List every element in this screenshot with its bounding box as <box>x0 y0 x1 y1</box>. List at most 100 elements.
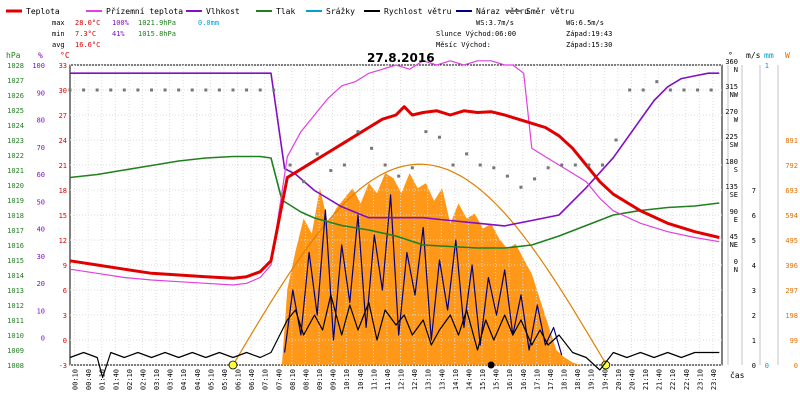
tick-dir-deg: 45 <box>730 233 738 241</box>
wind-dir-point <box>641 88 645 92</box>
info-sun-set: Západ:19:43 <box>566 30 612 38</box>
tick-time: 03:10 <box>153 369 161 390</box>
tick-degc: -3 <box>59 362 67 370</box>
info-wg: WG:6.5m/s <box>566 19 604 27</box>
wind-dir-point <box>397 174 401 178</box>
legend-label-prizemni: Přízemní teplota <box>106 7 183 16</box>
tick-time: 22:10 <box>669 369 677 390</box>
sunrise-marker <box>228 360 238 370</box>
tick-time: 15:10 <box>479 369 487 390</box>
tick-hpa: 1026 <box>7 92 24 100</box>
tick-w: 297 <box>785 287 798 295</box>
sun-arc-line <box>232 163 606 366</box>
series-rychlost-vetru <box>69 294 720 379</box>
wind-dir-point <box>424 130 428 134</box>
stats-max-temp: 28.0°C <box>75 19 100 27</box>
tick-time: 20:40 <box>628 369 636 390</box>
tick-hpa: 1022 <box>7 152 24 160</box>
tick-pct: 80 <box>37 117 45 125</box>
tick-time: 02:40 <box>139 369 147 390</box>
wind-dir-point <box>163 88 167 92</box>
axes: 1028102710261025102410231022102110201019… <box>7 58 798 390</box>
wind-dir-point <box>136 88 140 92</box>
tick-pct: 40 <box>37 226 45 234</box>
tick-dir-name: E <box>734 216 738 224</box>
tick-hpa: 1027 <box>7 77 24 85</box>
tick-time: 10:40 <box>357 369 365 390</box>
legend-label-rychlost: Rychlost větru <box>384 7 452 16</box>
wind-dir-point <box>342 163 346 167</box>
wind-dir-point <box>356 130 360 134</box>
wind-dir-point <box>383 163 387 167</box>
wind-dir-point <box>122 88 126 92</box>
tick-time: 14:10 <box>452 369 460 390</box>
stats-max-hum: 100% <box>112 19 130 27</box>
wind-dir-point <box>95 88 99 92</box>
tick-time: 04:10 <box>180 369 188 390</box>
tick-w: 594 <box>785 212 798 220</box>
legend-label-srazky: Srážky <box>326 7 355 16</box>
stats-min-temp: 7.3°C <box>75 30 96 38</box>
tick-dir-name: S <box>734 166 738 174</box>
wind-direction-points <box>68 80 713 189</box>
wind-dir-point <box>696 88 700 92</box>
tick-time: 15:40 <box>493 369 501 390</box>
tick-ms: 2 <box>752 312 756 320</box>
tick-time: 11:10 <box>370 369 378 390</box>
sunset-marker <box>601 360 611 370</box>
wind-dir-point <box>410 166 414 170</box>
wind-dir-point <box>505 174 509 178</box>
tick-time: 13:10 <box>425 369 433 390</box>
wind-dir-point <box>668 88 672 92</box>
tick-w: 693 <box>785 187 798 195</box>
stats-max-press: 1021.9hPa <box>138 19 176 27</box>
wind-dir-point <box>302 180 306 184</box>
wind-dir-point <box>573 163 577 167</box>
tick-degc: 18 <box>59 187 67 195</box>
tick-w: 198 <box>785 312 798 320</box>
tick-ms: 0 <box>752 362 756 370</box>
tick-dir-deg: 0 <box>734 258 738 266</box>
tick-mm: 1 <box>765 62 769 70</box>
info-sun-rise: Slunce Východ:06:00 <box>436 30 516 38</box>
tick-hpa: 1024 <box>7 122 24 130</box>
info-block: WS:3.7m/s WG:6.5m/s Slunce Východ:06:00 … <box>436 19 612 49</box>
tick-hpa: 1008 <box>7 362 24 370</box>
tick-degc: 12 <box>59 237 67 245</box>
tick-w: 99 <box>790 337 798 345</box>
axis-unit-w: W <box>785 51 790 60</box>
tick-w: 792 <box>785 162 798 170</box>
wind-dir-point <box>492 166 496 170</box>
axis-unit-deg: ° <box>728 51 733 60</box>
legend-label-teplota: Teplota <box>26 7 60 16</box>
axis-unit-time: čas <box>730 370 745 380</box>
stats-max-label: max <box>52 19 65 27</box>
tick-dir-name: SW <box>730 141 739 149</box>
info-ws: WS:3.7m/s <box>476 19 514 27</box>
wind-dir-point <box>190 88 194 92</box>
wind-dir-point <box>288 163 292 167</box>
tick-hpa: 1018 <box>7 212 24 220</box>
tick-hpa: 1011 <box>7 317 24 325</box>
tick-pct: 90 <box>37 89 45 97</box>
stats-avg-label: avg <box>52 41 65 49</box>
tick-time: 01:40 <box>112 369 120 390</box>
tick-time: 13:40 <box>438 369 446 390</box>
legend-label-smer: Směr větru <box>526 7 574 16</box>
tick-degc: 15 <box>59 212 67 220</box>
axis-unit-degc: °C <box>60 51 70 60</box>
tick-pct: 30 <box>37 253 45 261</box>
tick-time: 12:40 <box>411 369 419 390</box>
tick-w: 891 <box>785 137 798 145</box>
tick-degc: 27 <box>59 112 67 120</box>
tick-pct: 0 <box>41 335 45 343</box>
axis-unit-pct: % <box>38 51 43 60</box>
wind-dir-point <box>519 185 523 189</box>
tick-degc: 30 <box>59 87 67 95</box>
wind-dir-point <box>600 163 604 167</box>
tick-time: 03:40 <box>167 369 175 390</box>
tick-dir-deg: 225 <box>725 133 738 141</box>
tick-pct: 60 <box>37 171 45 179</box>
wind-dir-point <box>204 88 208 92</box>
tick-time: 00:10 <box>72 369 80 390</box>
